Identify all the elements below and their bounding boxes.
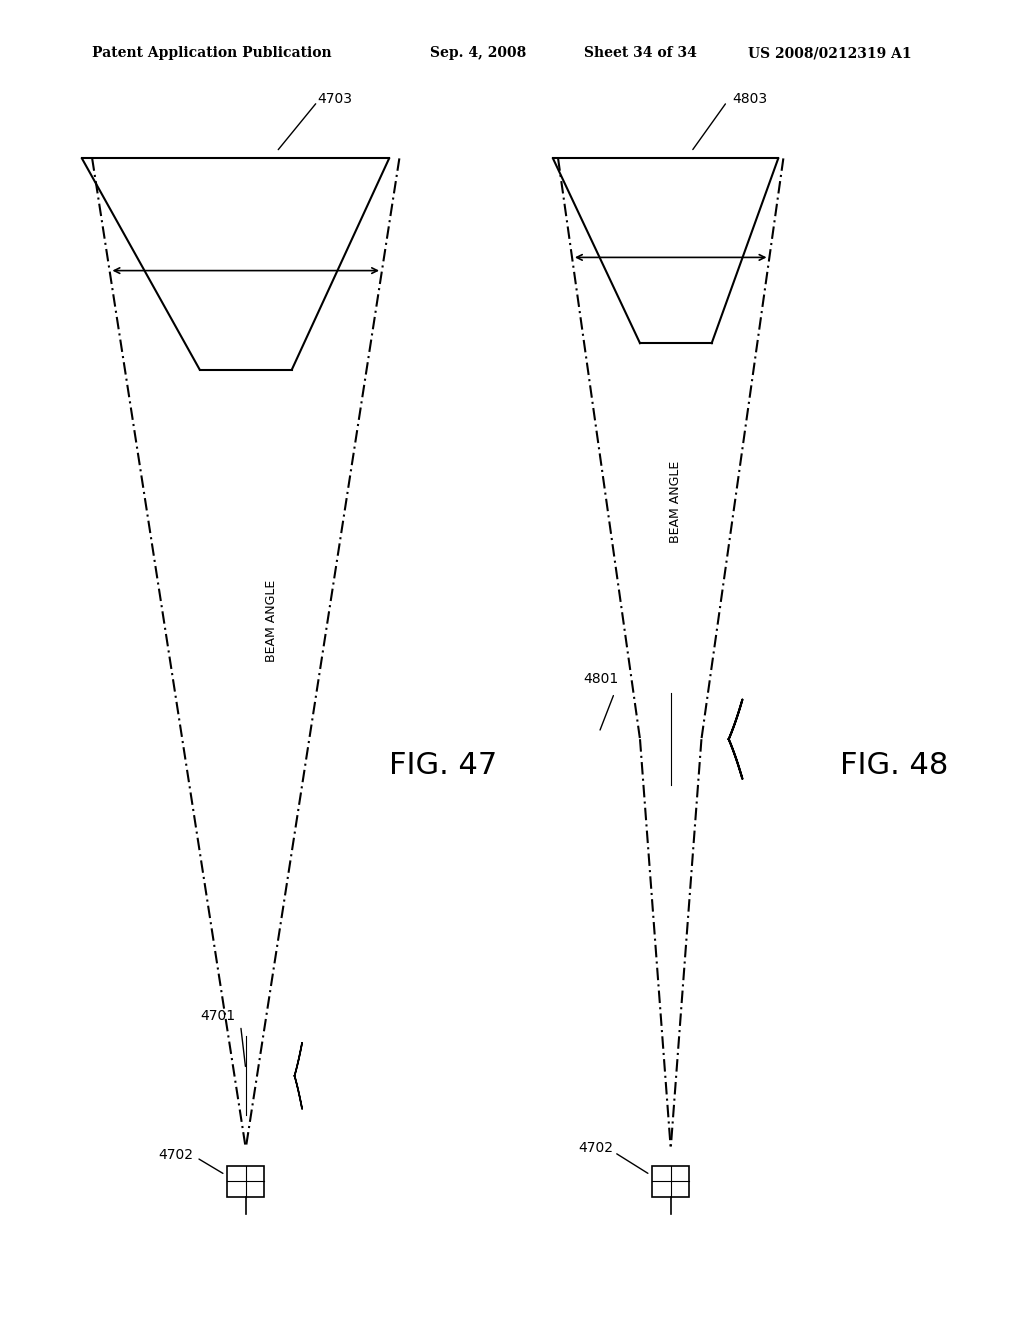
Text: US 2008/0212319 A1: US 2008/0212319 A1	[748, 46, 911, 61]
Text: BEAM ANGLE: BEAM ANGLE	[670, 461, 682, 543]
Text: 4701: 4701	[201, 1008, 236, 1023]
Text: 4803: 4803	[732, 92, 767, 106]
Text: FIG. 47: FIG. 47	[389, 751, 498, 780]
Text: 4703: 4703	[317, 92, 352, 106]
Text: 4801: 4801	[584, 672, 618, 686]
Text: 4702: 4702	[159, 1148, 194, 1162]
Text: 4702: 4702	[579, 1142, 613, 1155]
Text: Sheet 34 of 34: Sheet 34 of 34	[584, 46, 696, 61]
Text: Patent Application Publication: Patent Application Publication	[92, 46, 332, 61]
Text: BEAM ANGLE: BEAM ANGLE	[265, 579, 278, 661]
Bar	[227, 1166, 264, 1197]
Text: FIG. 48: FIG. 48	[840, 751, 948, 780]
Bar	[652, 1166, 689, 1197]
Text: Sep. 4, 2008: Sep. 4, 2008	[430, 46, 526, 61]
